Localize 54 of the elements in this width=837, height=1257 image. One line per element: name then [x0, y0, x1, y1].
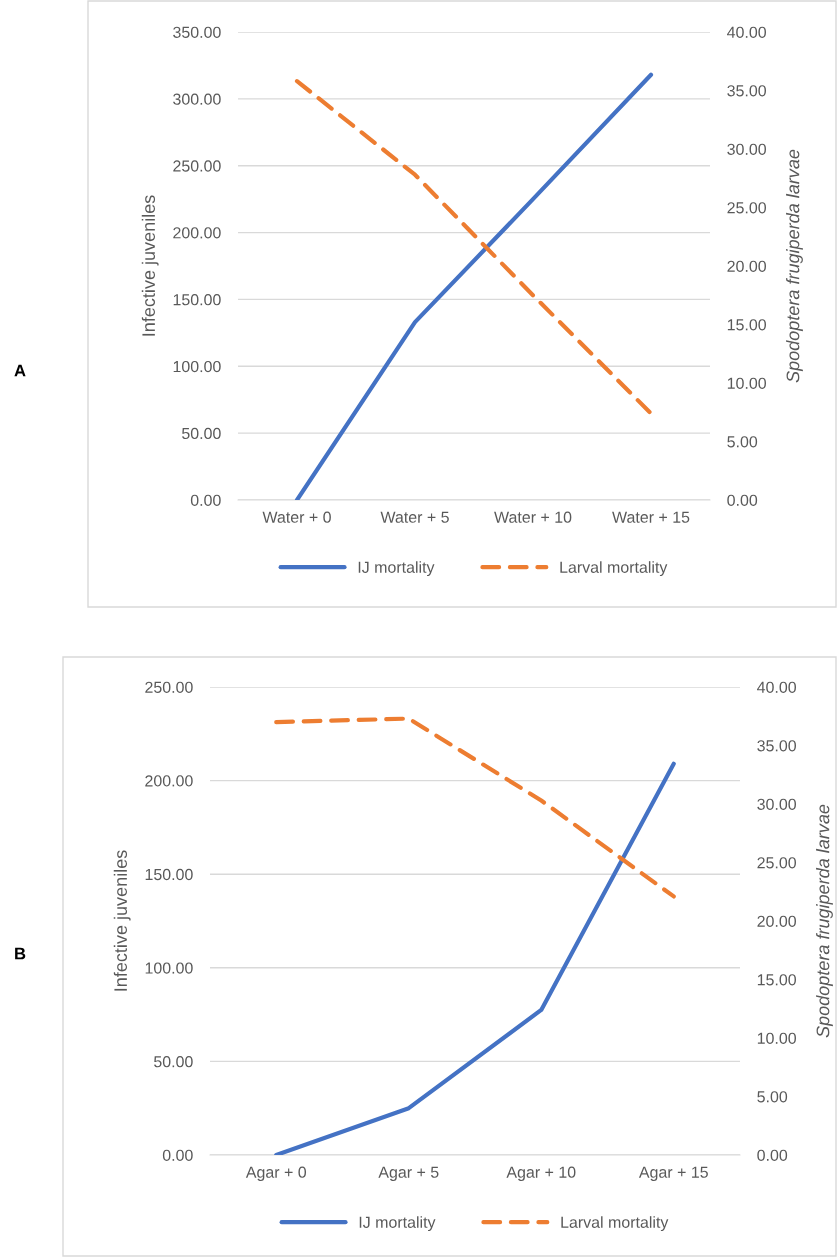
y2-tick-label: 10.00	[757, 1032, 797, 1044]
y-tick-label: 100.00	[145, 962, 193, 974]
x-tick-label: Water + 10	[494, 511, 572, 523]
y-axis-title: Infective juveniles	[141, 195, 159, 336]
y2-tick-label: 0.00	[757, 1149, 788, 1161]
y-tick-label: 300.00	[173, 93, 221, 105]
line-series	[294, 79, 654, 416]
legend-label: IJ mortality	[358, 561, 435, 577]
x-tick-label: Water + 0	[262, 511, 331, 523]
x-tick-label: Agar + 5	[378, 1166, 439, 1181]
y2-tick-label: 5.00	[727, 436, 758, 448]
line-series	[274, 761, 676, 1155]
y-tick-label: 0.00	[190, 494, 221, 506]
y2-tick-label: 35.00	[757, 740, 797, 752]
y2-axis-title: Spodoptera frugiperda larvae	[786, 149, 803, 383]
y-axis-title: Infective juveniles	[113, 850, 131, 991]
y-tick-label: 100.00	[173, 360, 221, 373]
y-tick-label: 250.00	[173, 160, 221, 172]
y2-tick-label: 25.00	[757, 857, 797, 869]
y2-tick-label: 15.00	[757, 974, 797, 986]
y-tick-label: 200.00	[173, 227, 221, 239]
y2-tick-label: 25.00	[727, 202, 767, 214]
y2-tick-label: 40.00	[727, 26, 767, 38]
y2-tick-label: 20.00	[757, 915, 797, 927]
y-tick-label: 200.00	[145, 775, 193, 787]
legend-label: Larval mortality	[560, 561, 668, 577]
x-tick-label: Agar + 0	[245, 1166, 307, 1181]
y-tick-label: 150.00	[173, 294, 221, 306]
x-tick-label: Agar + 10	[506, 1166, 576, 1181]
y-tick-label: 350.00	[173, 26, 221, 38]
y-tick-label: 150.00	[145, 868, 193, 881]
y-tick-label: 50.00	[182, 427, 221, 440]
line-series	[274, 716, 676, 899]
y2-tick-label: 30.00	[757, 798, 797, 810]
x-tick-label: Agar + 15	[638, 1166, 708, 1181]
y2-tick-label: 30.00	[727, 143, 767, 155]
x-tick-label: Water + 15	[612, 511, 690, 523]
y-tick-label: 50.00	[154, 1056, 193, 1068]
y-tick-label: 250.00	[145, 681, 193, 693]
y2-tick-label: 10.00	[727, 377, 767, 389]
text: B	[15, 947, 26, 960]
y2-tick-label: 20.00	[727, 260, 767, 272]
text: A	[14, 364, 26, 377]
x-tick-label: Water + 5	[380, 511, 449, 523]
y2-tick-label: 0.00	[727, 494, 758, 506]
y2-tick-label: 15.00	[727, 319, 767, 331]
y2-axis-title: Spodoptera frugiperda larvae	[816, 804, 833, 1038]
legend-label: IJ mortality	[359, 1216, 436, 1232]
y2-tick-label: 40.00	[757, 681, 797, 693]
y-tick-label: 0.00	[162, 1149, 193, 1161]
y2-tick-label: 5.00	[757, 1091, 788, 1103]
legend-label: Larval mortality	[561, 1216, 669, 1232]
line-series	[294, 72, 654, 500]
y2-tick-label: 35.00	[727, 85, 767, 97]
